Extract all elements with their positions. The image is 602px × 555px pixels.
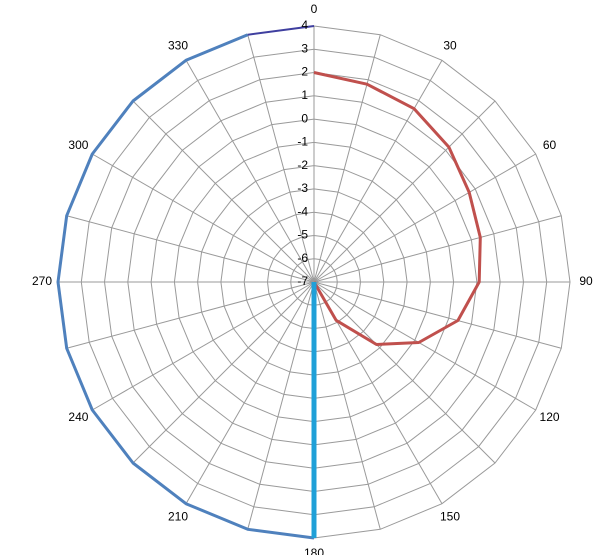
spoke [66, 281, 315, 349]
radial-tick-label: 4 [301, 18, 308, 32]
spoke [247, 281, 315, 530]
radial-tick-label: 3 [301, 41, 308, 55]
radial-tick-label: -2 [297, 158, 308, 172]
series-line [56, 33, 315, 540]
spoke [185, 60, 315, 283]
radial-tick-label: -1 [297, 135, 308, 149]
spoke [313, 281, 381, 530]
radial-tick-label: -3 [297, 181, 308, 195]
spoke [92, 153, 315, 283]
spoke [313, 153, 536, 283]
series-line [312, 71, 482, 346]
spoke [92, 281, 315, 411]
angle-label: 60 [543, 138, 557, 152]
angle-label: 120 [540, 410, 560, 424]
spoke [66, 215, 315, 283]
spoke [313, 281, 496, 464]
radial-tick-label: -4 [297, 204, 308, 218]
angle-label: 240 [68, 410, 88, 424]
spoke [313, 60, 443, 283]
spoke [247, 34, 315, 283]
radial-tick-label: 0 [301, 111, 308, 125]
radial-tick-label: -6 [297, 251, 308, 265]
spoke [313, 281, 562, 349]
radial-tick-label: -5 [297, 228, 308, 242]
spoke [313, 281, 536, 411]
spoke [313, 100, 496, 283]
radial-tick-label: 1 [301, 88, 308, 102]
angle-label: 180 [304, 546, 324, 555]
angle-label: 30 [443, 39, 457, 53]
angle-label: 270 [32, 274, 52, 288]
angle-label: 210 [168, 510, 188, 524]
spoke [132, 281, 315, 464]
angle-label: 0 [311, 2, 318, 16]
spoke [313, 215, 562, 283]
angle-label: 330 [168, 39, 188, 53]
angle-label: 90 [579, 274, 593, 288]
series-closing-segment [247, 25, 315, 36]
spoke [185, 281, 315, 504]
spoke [313, 34, 381, 283]
angle-label: 300 [68, 138, 88, 152]
angle-label: 150 [440, 510, 460, 524]
radial-tick-label: 2 [301, 65, 308, 79]
spoke [132, 100, 315, 283]
radial-tick-label: -7 [297, 274, 308, 288]
